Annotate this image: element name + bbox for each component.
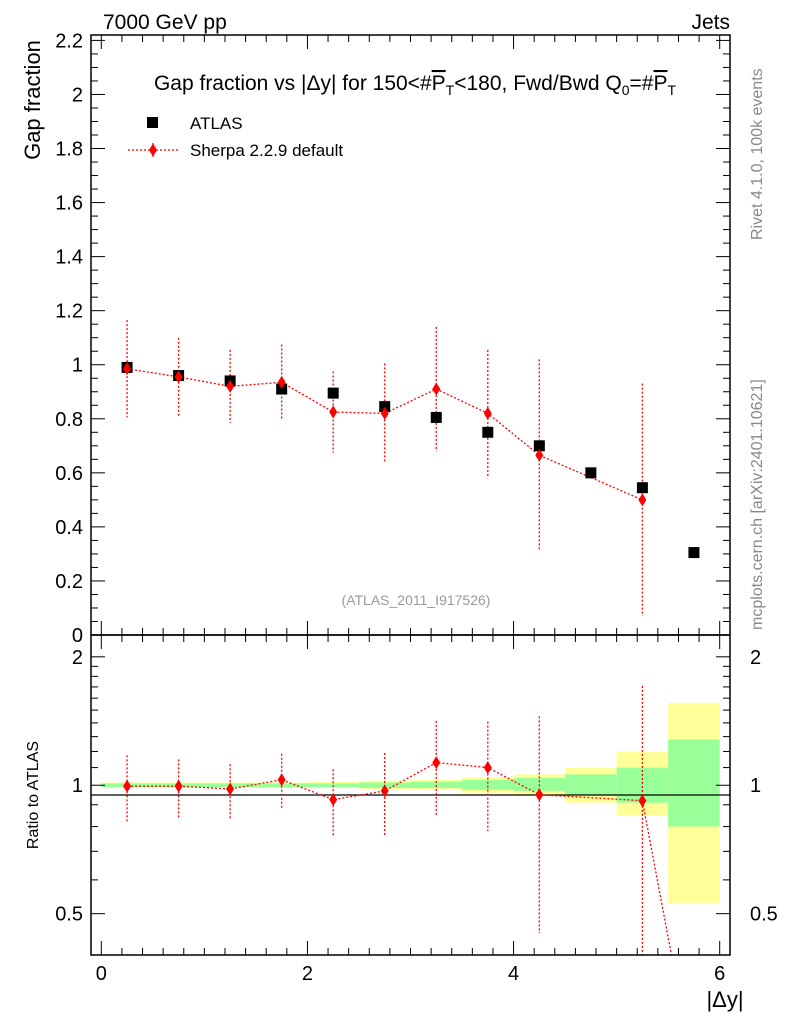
atlas-point	[379, 401, 391, 413]
sherpa-point	[483, 406, 492, 420]
y-tick-label: 1	[72, 355, 83, 377]
header-process-label: Jets	[691, 11, 730, 34]
analysis-id-label: (ATLAS_2011_I917526)	[342, 592, 491, 608]
main-data-points	[121, 320, 700, 617]
ratio-data-points	[123, 685, 673, 956]
y-tick-label: 0.2	[55, 571, 83, 593]
sherpa-point	[226, 379, 235, 393]
ratio-green-band	[565, 774, 617, 795]
y-axis-label: Gap fraction	[20, 40, 45, 160]
atlas-point	[688, 547, 700, 559]
ratio-sherpa-point	[380, 784, 389, 798]
y-tick-label: 1.6	[55, 193, 83, 215]
ratio-sherpa-line	[127, 761, 643, 802]
y-tick-label: 1.8	[55, 139, 83, 161]
x-tick-label: 2	[302, 963, 313, 985]
ratio-tick-label-right: 1	[750, 775, 761, 797]
ratio-sherpa-point	[329, 793, 338, 807]
ratio-green-band	[462, 779, 514, 790]
ratio-green-band	[668, 739, 720, 827]
sherpa-line	[126, 368, 643, 501]
ratio-sherpa-point	[123, 779, 132, 793]
x-axis-ticks: 0 2 4 6	[96, 35, 725, 985]
ratio-tick-label-left: 0.5	[55, 904, 83, 926]
ratio-tick-label-left: 2	[72, 647, 83, 669]
main-panel: 0 0.2 0.4 0.6 0.8 1 1.2 1.4 1.6 1.8 2 2.2 Gap fract…	[20, 30, 731, 647]
x-tick-label: 4	[508, 963, 519, 985]
sherpa-point	[329, 405, 338, 419]
main-frame	[90, 34, 731, 636]
ratio-sherpa-point	[638, 794, 647, 808]
header-energy-label: 7000 GeV pp	[103, 11, 227, 34]
legend-sherpa-marker	[149, 143, 157, 157]
atlas-point	[276, 383, 288, 395]
legend-atlas-label: ATLAS	[190, 114, 243, 133]
legend-sherpa-label: Sherpa 2.2.9 default	[190, 141, 343, 160]
ratio-sherpa-point	[483, 761, 492, 775]
ratio-sherpa-point	[535, 788, 544, 802]
main-y-ticks: 0 0.2 0.4 0.6 0.8 1 1.2 1.4 1.6 1.8 2 2.2	[55, 30, 730, 647]
mcplots-credit-label: mcplots.cern.ch [arXiv:2401.10621]	[749, 379, 766, 630]
ratio-green-band	[410, 781, 463, 789]
rivet-version-label: Rivet 4.1.0, 100k events	[749, 68, 766, 240]
ratio-y-axis-label: Ratio to ATLAS	[25, 741, 42, 849]
y-tick-label: 0.4	[55, 517, 83, 539]
y-tick-label: 2.2	[55, 30, 83, 52]
y-tick-label: 2	[72, 84, 83, 106]
chart-title: Gap fraction vs |Δy| for 150<#PT<180, Fw…	[154, 72, 677, 98]
x-tick-label: 0	[96, 963, 107, 985]
atlas-point	[533, 440, 545, 452]
ratio-tick-label-right: 0.5	[750, 904, 778, 926]
y-tick-label: 1.4	[55, 247, 83, 269]
sherpa-point	[535, 448, 544, 462]
sherpa-point	[638, 493, 647, 507]
legend: ATLAS Sherpa 2.2.9 default	[128, 114, 343, 160]
y-tick-label: 0.8	[55, 409, 83, 431]
y-tick-label: 0	[72, 625, 83, 647]
ratio-green-band	[307, 783, 359, 788]
legend-atlas-marker	[147, 117, 158, 128]
atlas-point	[636, 482, 648, 494]
ratio-tick-label-right: 2	[750, 647, 761, 669]
sherpa-point	[123, 362, 132, 376]
y-tick-label: 1.2	[55, 301, 83, 323]
atlas-point	[585, 467, 597, 479]
y-tick-label: 0.6	[55, 463, 83, 485]
ratio-tick-label-left: 1	[72, 775, 83, 797]
sherpa-point	[277, 375, 286, 389]
ratio-y-ticks: 0.5 0.5 1 1 2 2	[55, 647, 778, 926]
atlas-point	[327, 387, 339, 399]
sherpa-point	[174, 370, 183, 384]
ratio-sherpa-point	[174, 779, 183, 793]
atlas-point	[482, 426, 494, 438]
ratio-sherpa-point	[226, 782, 235, 796]
sherpa-point	[432, 382, 441, 396]
atlas-point	[430, 411, 442, 423]
x-axis-label: |Δy|	[706, 987, 743, 1012]
sherpa-point	[380, 406, 389, 420]
ratio-uncertainty-bands	[101, 702, 720, 903]
ratio-sherpa-tail	[641, 800, 673, 956]
ratio-sherpa-point	[432, 756, 441, 770]
x-tick-label: 6	[714, 963, 725, 985]
ratio-sherpa-point	[277, 773, 286, 787]
